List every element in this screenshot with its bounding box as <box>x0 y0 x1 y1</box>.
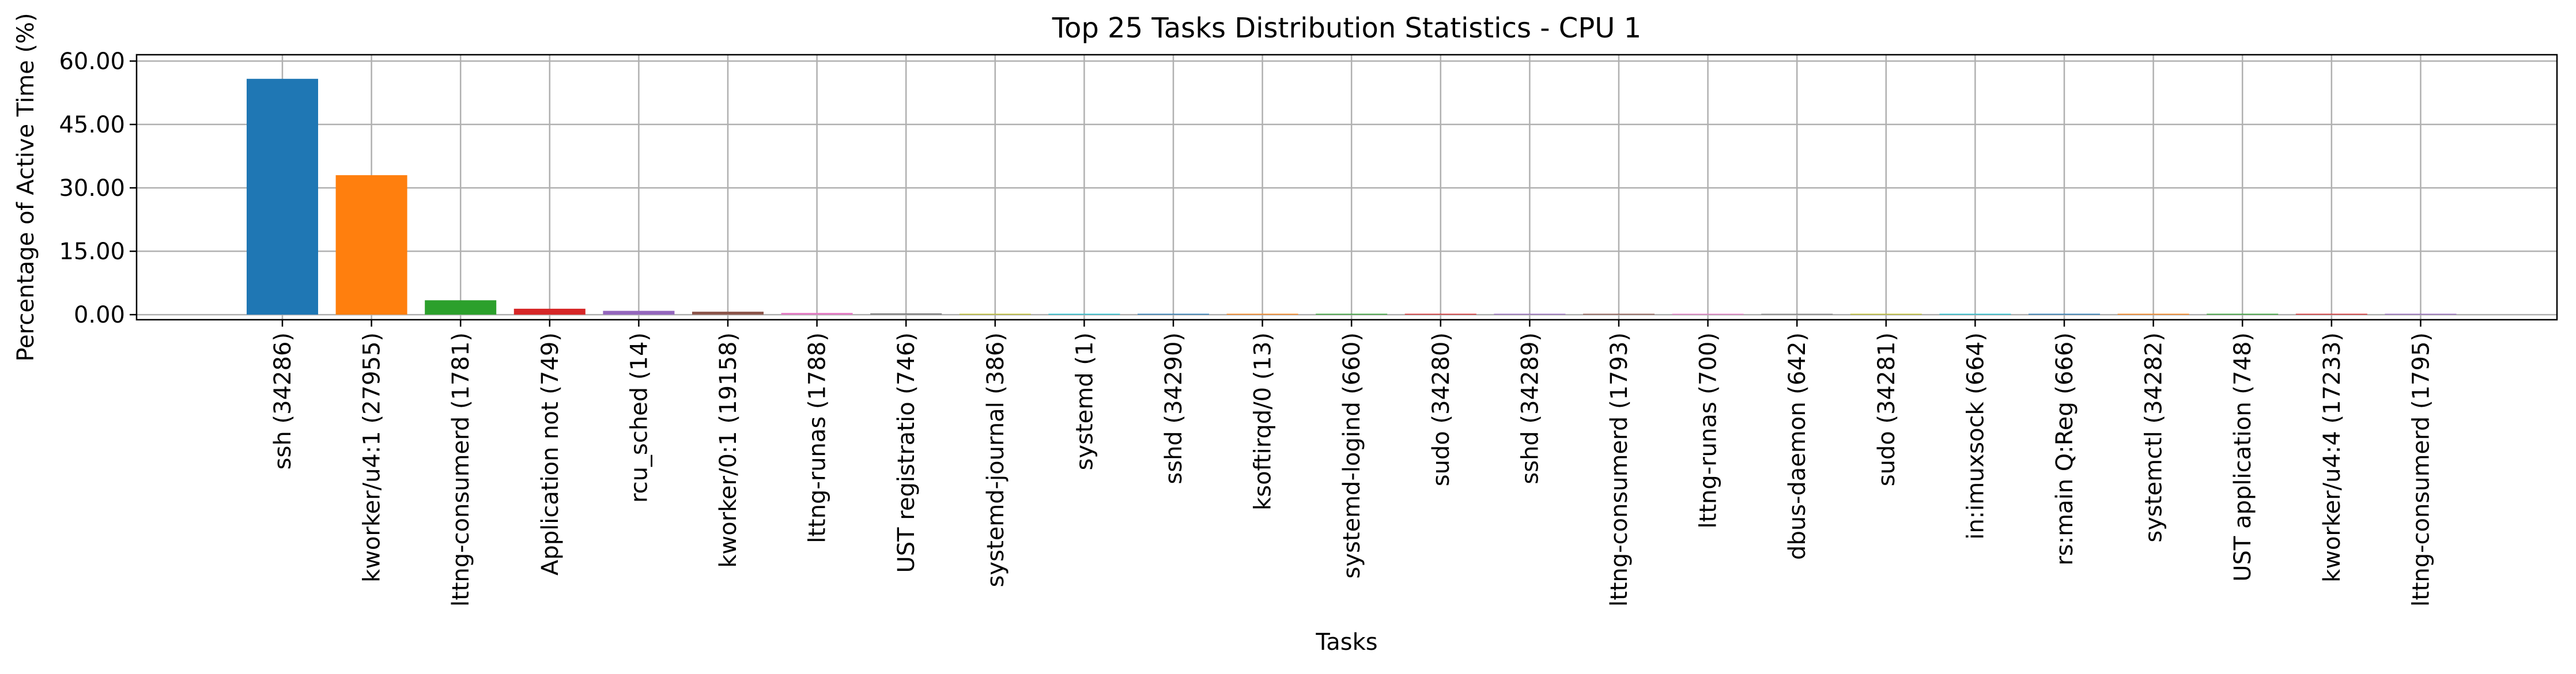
bar <box>1850 313 1922 315</box>
x-tick-label: lttng-runas (1788) <box>804 332 831 543</box>
x-tick-label: UST registratio (746) <box>893 332 920 573</box>
x-tick-label: sudo (34281) <box>1874 332 1900 486</box>
bar <box>335 175 407 315</box>
x-tick-label: Application not (749) <box>537 332 564 575</box>
x-tick-label: in:imuxsock (664) <box>1962 332 1989 540</box>
y-tick-label: 0.00 <box>74 302 125 328</box>
bar <box>781 313 853 315</box>
x-tick-label: systemd (1) <box>1071 332 1098 470</box>
bar <box>1048 313 1120 315</box>
x-tick-label: sshd (34290) <box>1161 332 1187 484</box>
bar <box>2207 313 2279 315</box>
y-tick-label: 45.00 <box>59 112 125 138</box>
bar <box>2295 313 2367 315</box>
x-tick-label: ksoftirqd/0 (13) <box>1250 332 1276 510</box>
x-tick-label: lttng-consumerd (1793) <box>1606 332 1633 607</box>
x-tick-label: sshd (34289) <box>1517 332 1543 484</box>
x-tick-label: UST application (748) <box>2230 332 2256 582</box>
y-tick-label: 30.00 <box>59 175 125 202</box>
bar <box>513 308 586 315</box>
bar <box>1494 313 1566 315</box>
bar <box>2385 313 2457 315</box>
bar <box>2117 313 2189 315</box>
y-tick-label: 60.00 <box>59 48 125 75</box>
bar <box>425 300 497 315</box>
bars <box>247 78 2457 315</box>
bar <box>247 78 318 315</box>
bar <box>1404 313 1476 315</box>
chart-title: Top 25 Tasks Distribution Statistics - C… <box>1052 12 1641 44</box>
x-tick-label: kworker/u4:4 (17233) <box>2319 332 2345 582</box>
bar <box>692 312 764 315</box>
x-tick-label: lttng-runas (700) <box>1695 332 1722 528</box>
x-tick-label: sudo (34280) <box>1428 332 1455 486</box>
bar <box>1316 313 1388 315</box>
x-tick-label: kworker/0:1 (19158) <box>715 332 742 568</box>
bar <box>959 313 1031 315</box>
bar <box>1761 313 1833 315</box>
y-tick-label: 15.00 <box>59 238 125 265</box>
x-tick-label: lttng-consumerd (1795) <box>2408 332 2434 607</box>
y-axis-label: Percentage of Active Time (%) <box>13 13 39 361</box>
x-tick-label: ssh (34286) <box>270 332 296 469</box>
bar <box>1583 313 1655 315</box>
bar <box>2029 313 2100 315</box>
x-tick-label: systemd-logind (660) <box>1339 332 1365 579</box>
x-axis-label: Tasks <box>1315 629 1377 656</box>
x-tick-label: systemctl (34282) <box>2141 332 2167 543</box>
x-tick-label: rs:main Q:Reg (666) <box>2052 332 2078 566</box>
x-tick-label: kworker/u4:1 (27955) <box>359 332 386 582</box>
bar <box>1138 313 1209 315</box>
x-tick-label: lttng-consumerd (1781) <box>448 332 474 607</box>
grid-lines <box>137 55 2557 320</box>
bar <box>603 311 675 315</box>
x-axis-ticks: ssh (34286) kworker/u4:1 (27955) lttng-con… <box>270 320 2434 607</box>
bar <box>870 313 942 315</box>
bar <box>1939 313 2011 315</box>
y-axis-ticks: 0.00 15.00 30.00 45.00 60.00 <box>59 48 137 328</box>
bar <box>1226 313 1298 315</box>
bar <box>1672 313 1744 315</box>
x-tick-label: dbus-daemon (642) <box>1784 332 1811 560</box>
x-tick-label: rcu_sched (14) <box>626 332 652 503</box>
x-tick-label: systemd-journal (386) <box>983 332 1009 587</box>
